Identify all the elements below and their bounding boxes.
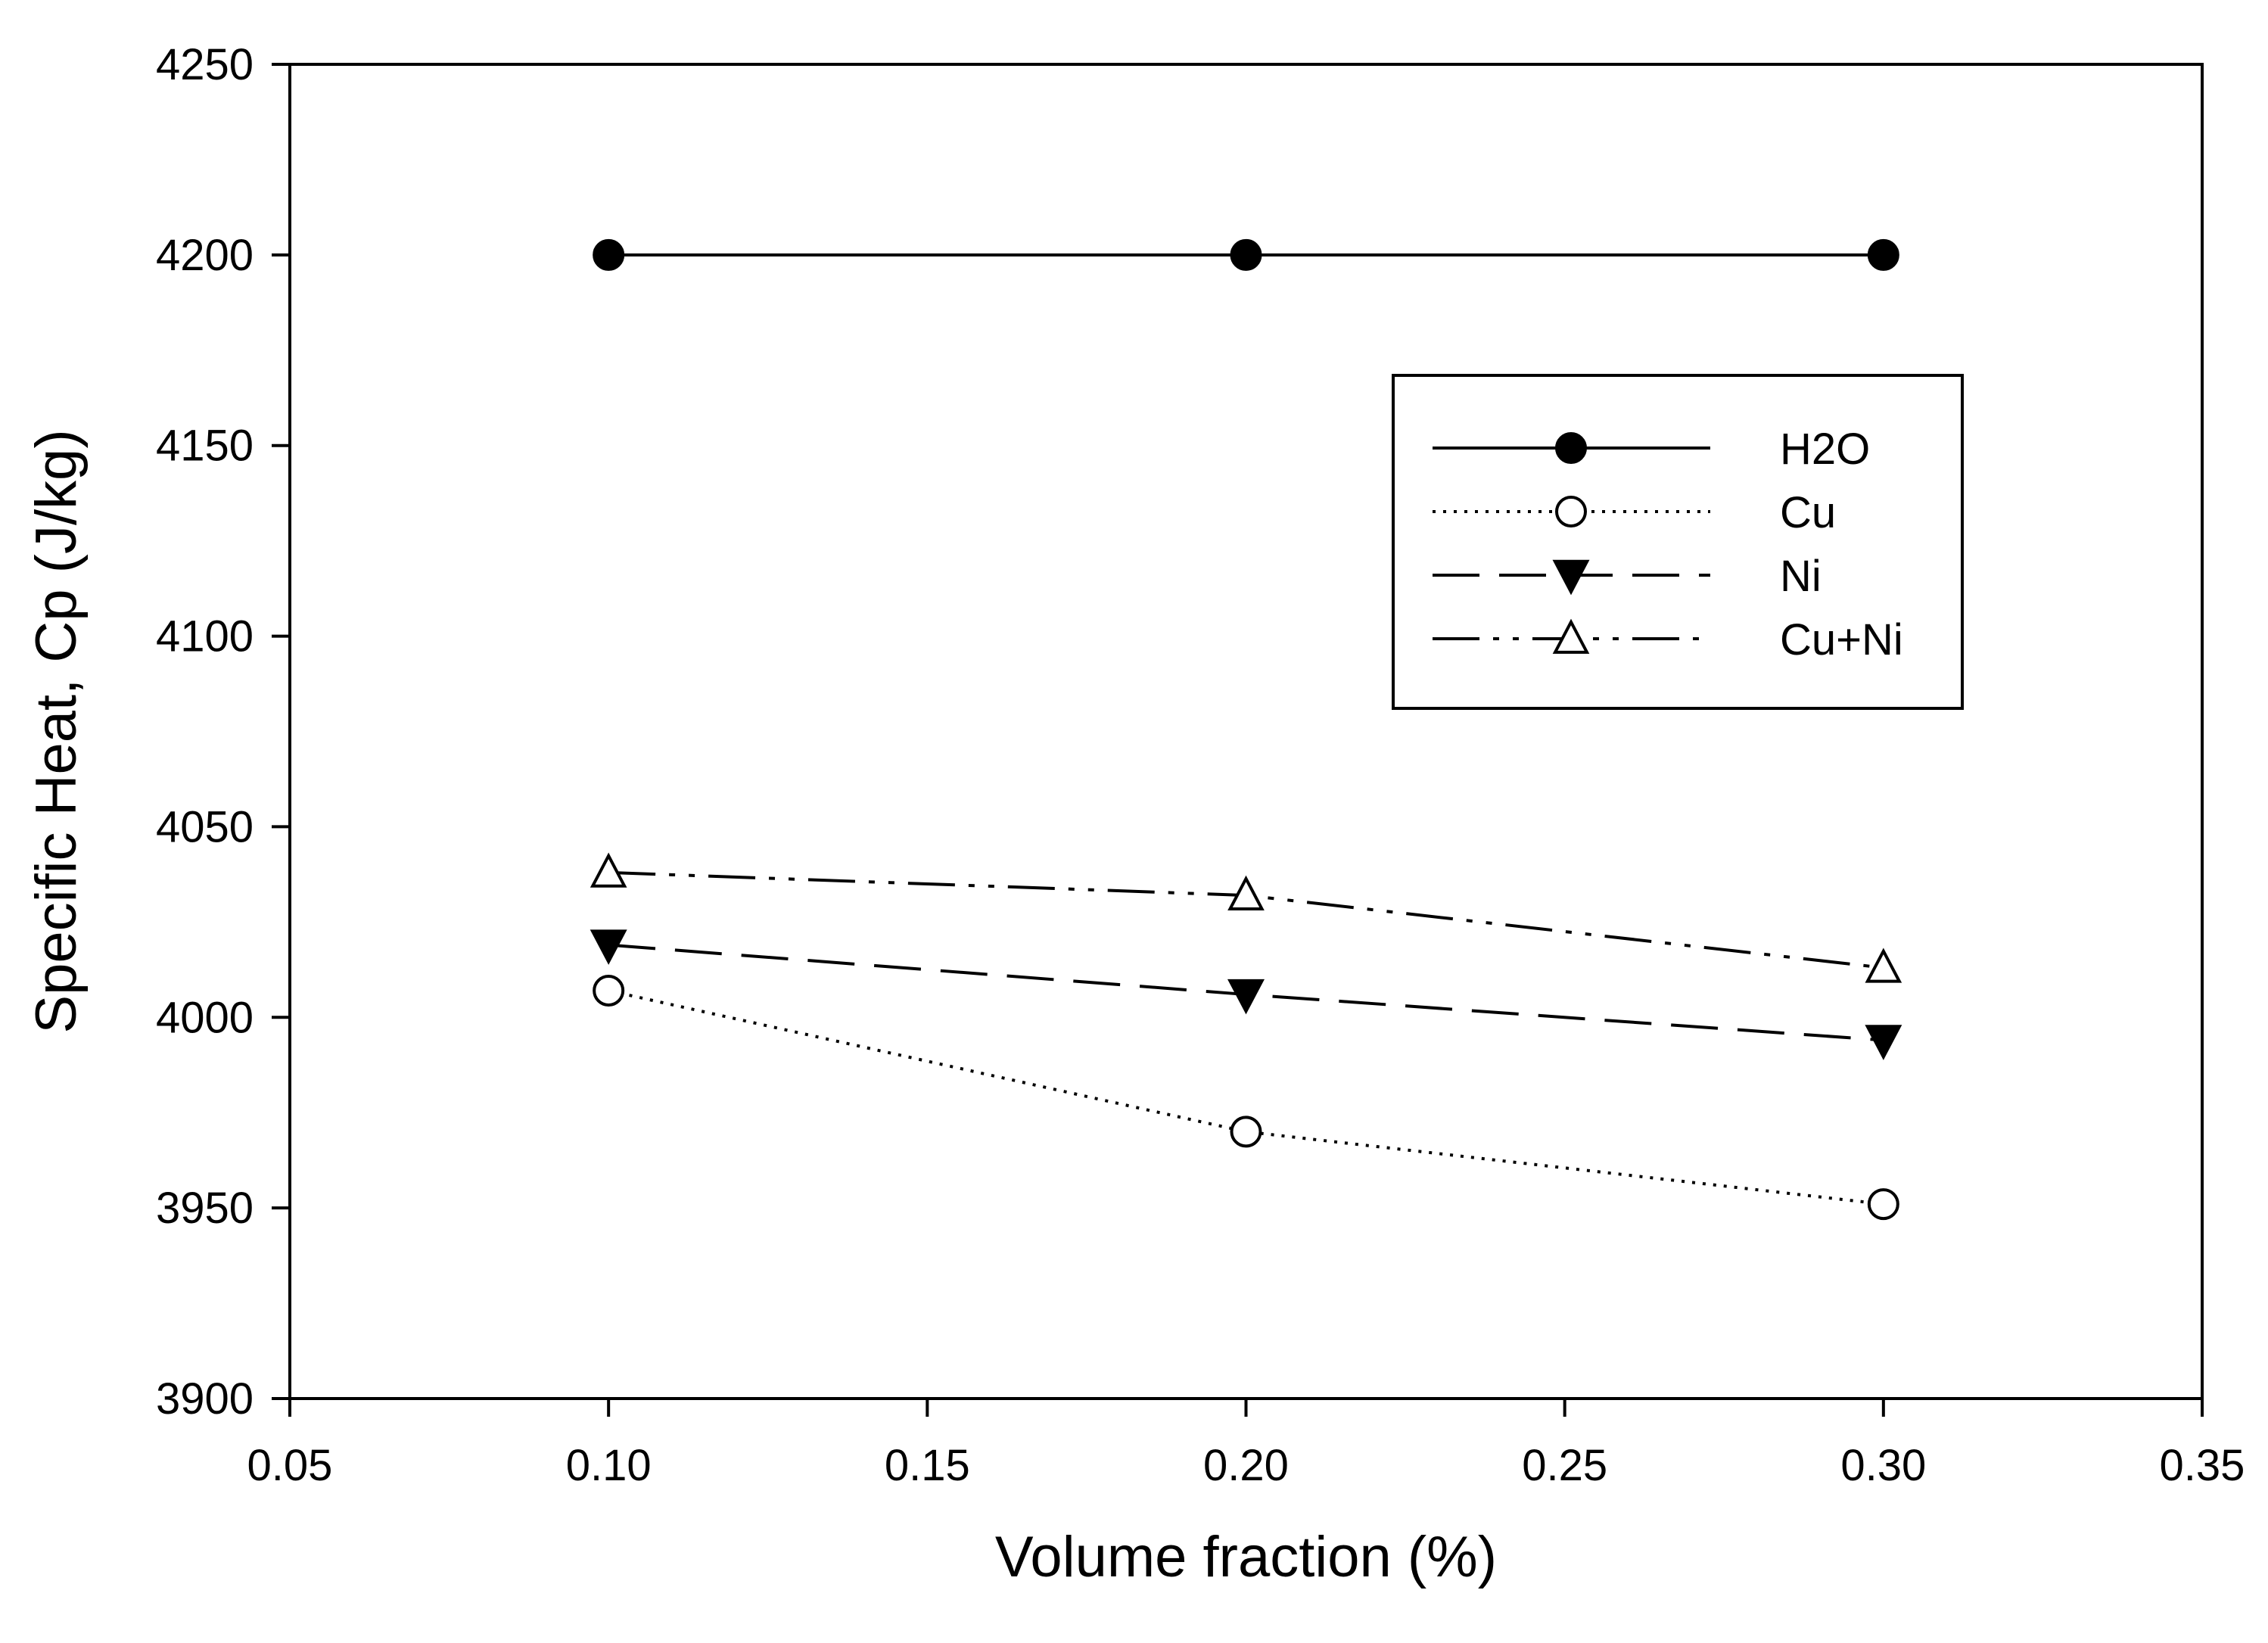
y-tick-label: 4200: [156, 231, 254, 280]
legend-label-cu-ni: Cu+Ni: [1780, 615, 1903, 664]
y-tick-label: 4150: [156, 422, 254, 471]
data-point-cu: [1230, 1116, 1262, 1148]
data-point-cu-ni: [590, 852, 627, 888]
data-point-cu: [1867, 1188, 1899, 1221]
y-tick-label: 3900: [156, 1374, 254, 1424]
legend-box: [1392, 374, 1964, 710]
legend-label-ni: Ni: [1780, 552, 1822, 601]
data-point-cu-ni: [1865, 948, 1902, 983]
legend-label-cu: Cu: [1780, 488, 1836, 537]
data-point-h2o: [1230, 238, 1262, 271]
data-point-cu: [593, 975, 625, 1007]
data-point-h2o: [593, 238, 625, 271]
x-tick-label: 0.05: [247, 1441, 333, 1490]
legend-marker-ni: [1552, 559, 1590, 596]
legend-label-h2o: H2O: [1780, 425, 1870, 474]
y-tick-label: 3950: [156, 1184, 254, 1233]
legend-marker-h2o: [1555, 432, 1587, 464]
data-point-cu-ni: [1227, 875, 1265, 910]
legend-marker-cu: [1555, 496, 1587, 527]
x-tick-label: 0.10: [566, 1441, 652, 1490]
x-tick-label: 0.15: [885, 1441, 970, 1490]
y-tick-label: 4250: [156, 40, 254, 89]
data-point-ni: [1865, 1025, 1902, 1060]
y-tick-label: 4050: [156, 802, 254, 851]
legend-marker-cu-ni: [1552, 618, 1590, 654]
x-tick-label: 0.30: [1840, 1441, 1926, 1490]
x-tick-label: 0.25: [1522, 1441, 1607, 1490]
x-tick-label: 0.35: [2160, 1441, 2245, 1490]
x-tick-label: 0.20: [1203, 1441, 1289, 1490]
data-point-ni: [1227, 979, 1265, 1015]
y-axis-title: Specific Heat, Cp (J/kg): [24, 429, 89, 1033]
x-axis-title: Volume fraction (%): [995, 1525, 1497, 1589]
y-tick-label: 4000: [156, 993, 254, 1042]
series-line-cu: [608, 989, 1884, 1206]
data-point-h2o: [1867, 238, 1899, 271]
y-tick-label: 4100: [156, 612, 254, 661]
data-point-ni: [590, 929, 627, 965]
